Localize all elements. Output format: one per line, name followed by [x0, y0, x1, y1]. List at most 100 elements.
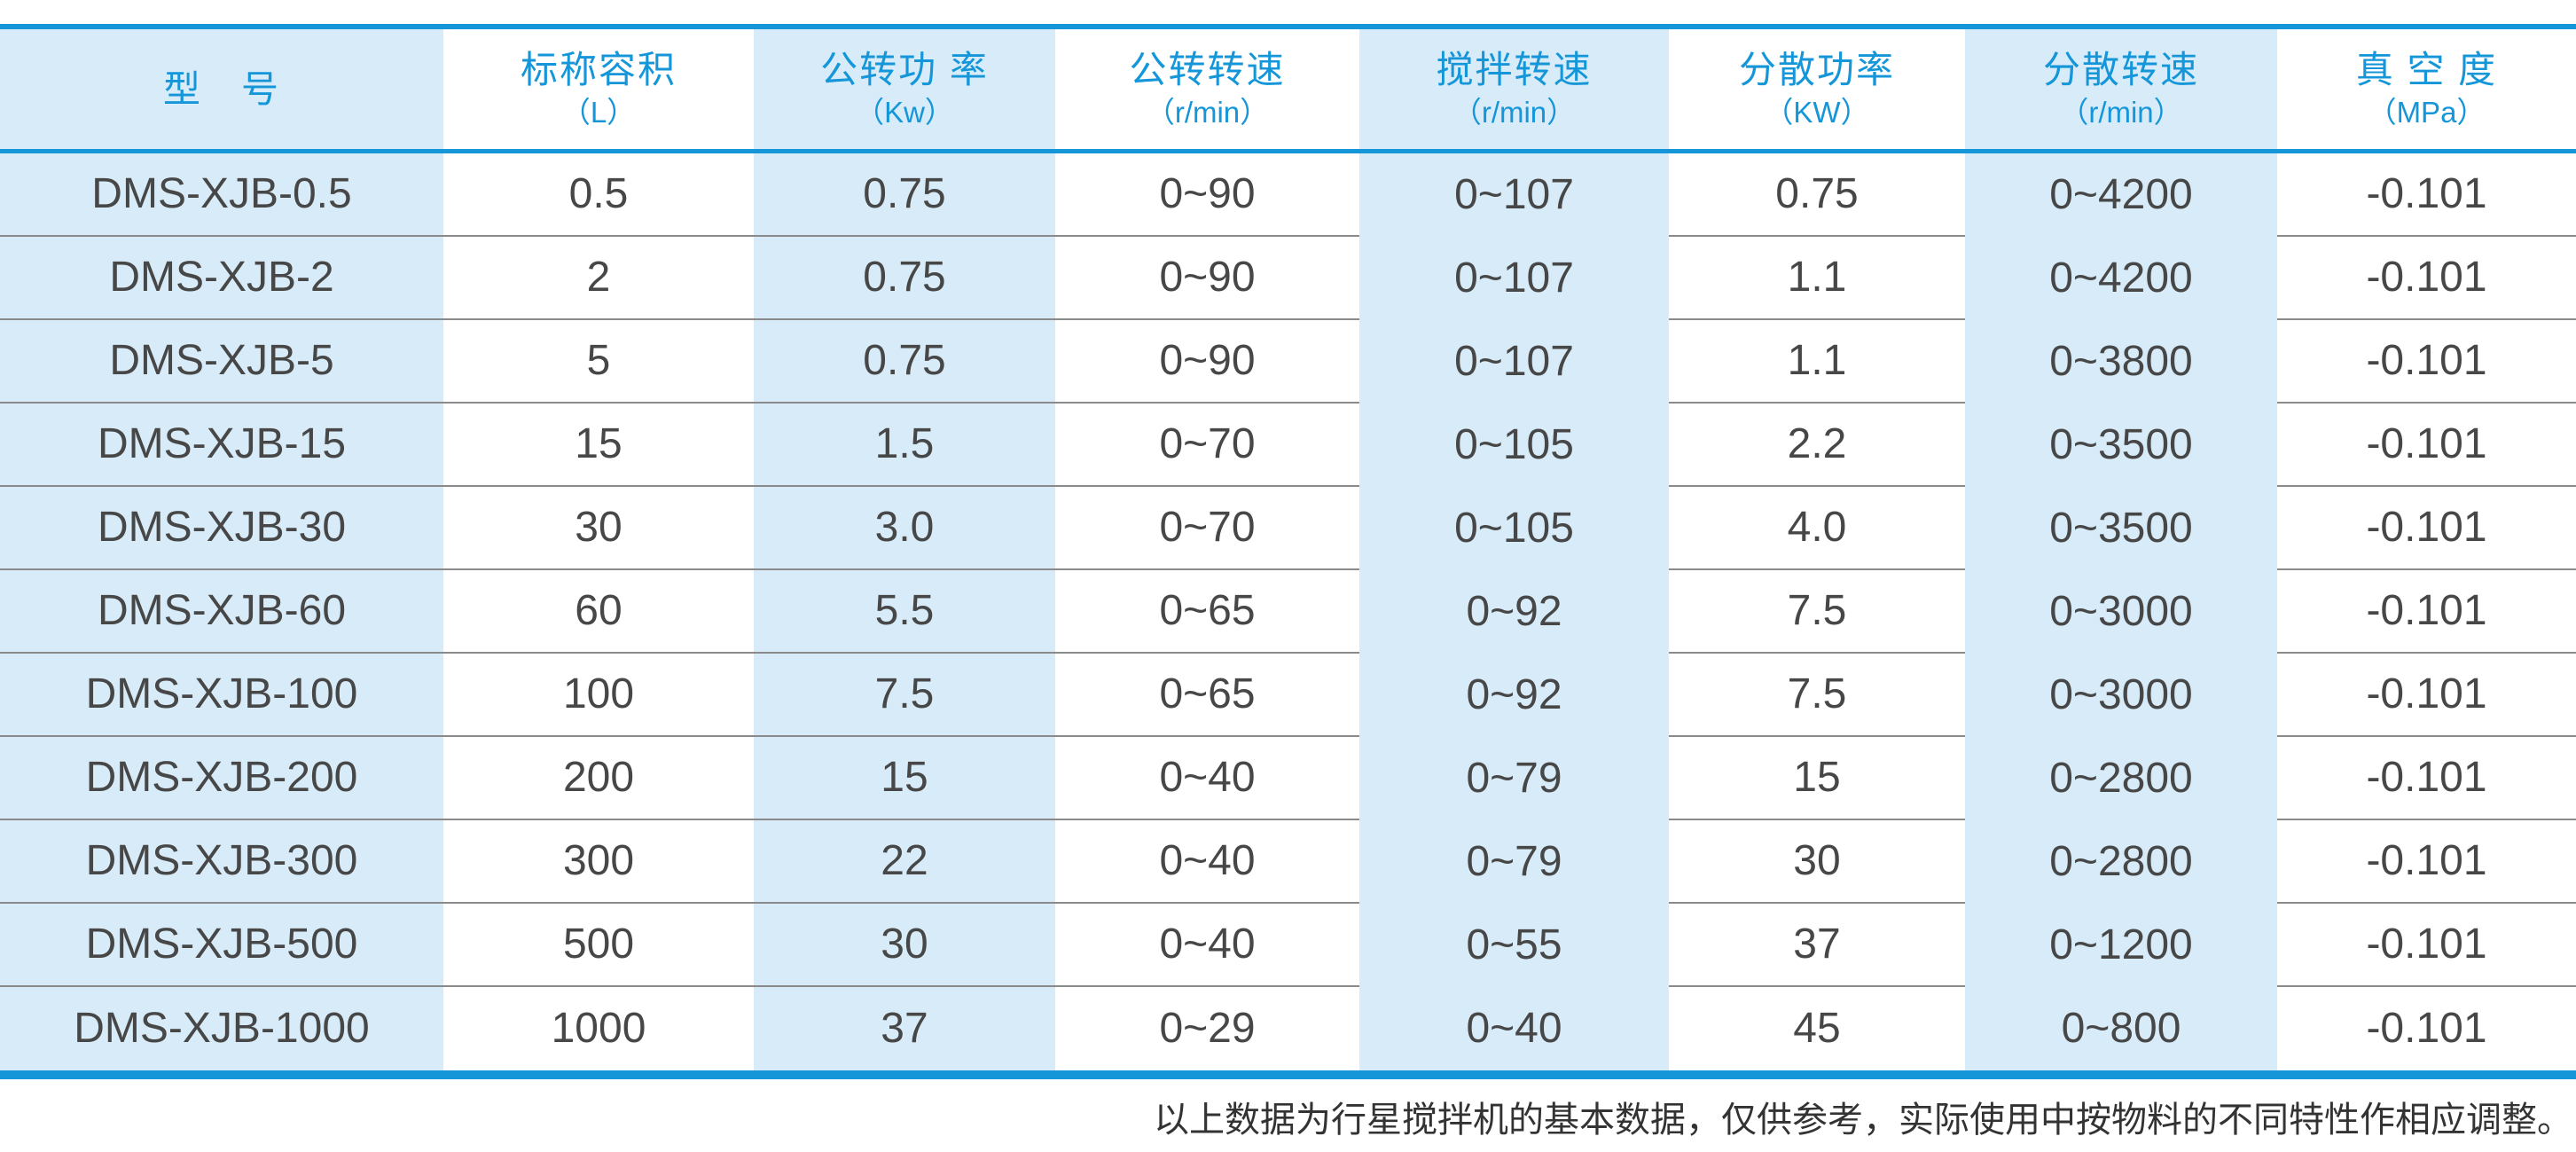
spec-sheet: { "accent_color": "#1496d9", "band_color…: [0, 24, 2576, 1152]
column-unit: （MPa）: [2367, 96, 2486, 129]
table-cell: -0.101: [2277, 404, 2576, 487]
column-header-revolution-speed: 公转转速 （r/min）: [1055, 29, 1359, 149]
table-cell: 0~3800: [1965, 320, 2277, 404]
table-cell: -0.101: [2277, 487, 2576, 570]
table-cell: 0~79: [1359, 737, 1669, 820]
table-cell: 7.5: [1669, 570, 1965, 654]
table-cell: 0~3000: [1965, 654, 2277, 737]
table-cell: DMS-XJB-0.5: [0, 153, 443, 237]
column-unit: （L）: [560, 96, 637, 129]
table-cell: -0.101: [2277, 904, 2576, 987]
table-cell: -0.101: [2277, 654, 2576, 737]
table-cell: 0~40: [1359, 987, 1669, 1070]
table-cell: -0.101: [2277, 737, 2576, 820]
table-cell: 100: [443, 654, 754, 737]
table-cell: DMS-XJB-500: [0, 904, 443, 987]
table-cell: -0.101: [2277, 320, 2576, 404]
table-cell: 7.5: [1669, 654, 1965, 737]
footer-note: 以上数据为行星搅拌机的基本数据，仅供参考，实际使用中按物料的不同特性作相应调整。: [1154, 1100, 2572, 1140]
header-underline: [0, 149, 2576, 153]
table-cell: 2: [443, 237, 754, 320]
table-cell: 3.0: [754, 487, 1055, 570]
table-cell: 4.0: [1669, 487, 1965, 570]
table-cell: -0.101: [2277, 570, 2576, 654]
table-cell: -0.101: [2366, 1005, 2487, 1052]
table-cell: 22: [754, 820, 1055, 904]
table-cell: 37: [1669, 904, 1965, 987]
table-cell: 0.75: [1669, 153, 1965, 237]
table-cell: 0~90: [1055, 237, 1359, 320]
column-title: 公转转速: [1129, 49, 1286, 90]
column-title: 型 号: [162, 67, 280, 110]
column-header-dispersion-speed: 分散转速 （r/min）: [1965, 29, 2277, 149]
table-cell: 200: [443, 737, 754, 820]
table-cell: DMS-XJB-2: [0, 237, 443, 320]
table-cell: -0.101: [2277, 820, 2576, 904]
table-cell: 30: [443, 487, 754, 570]
table-cell: 0~40: [1055, 737, 1359, 820]
column-unit: （Kw）: [855, 96, 954, 129]
table-cell: 0~70: [1055, 487, 1359, 570]
column-unit: （r/min）: [1145, 96, 1270, 129]
table-cell: 0~29: [1159, 1005, 1256, 1052]
table-cell: 0~70: [1055, 404, 1359, 487]
table-cell: 2.2: [1669, 404, 1965, 487]
column-header-capacity: 标称容积 （L）: [443, 29, 754, 149]
table-cell: 0~4200: [1965, 237, 2277, 320]
table-cell: 15: [443, 404, 754, 487]
table-cell: -0.101: [2277, 237, 2576, 320]
column-title: 搅拌转速: [1436, 49, 1593, 90]
table-cell: DMS-XJB-5: [0, 320, 443, 404]
column-header-vacuum: 真 空 度 （MPa）: [2277, 29, 2576, 149]
column-title: 分散转速: [2042, 49, 2199, 90]
table-cell: 1.5: [754, 404, 1055, 487]
table-cell: 0~105: [1359, 404, 1669, 487]
table-cell: 0.75: [754, 153, 1055, 237]
table-cell: 5: [443, 320, 754, 404]
table-cell: 1.1: [1669, 237, 1965, 320]
table-cell: DMS-XJB-1000: [0, 987, 443, 1070]
table-cell: 60: [443, 570, 754, 654]
table-cell: 0~65: [1055, 570, 1359, 654]
table-cell: 0~1200: [1965, 904, 2277, 987]
table-cell: 0~107: [1359, 153, 1669, 237]
table-cell: DMS-XJB-100: [0, 654, 443, 737]
table-cell: 500: [443, 904, 754, 987]
table-cell: DMS-XJB-300: [0, 820, 443, 904]
table-cell: 0~79: [1359, 820, 1669, 904]
column-unit: （KW）: [1764, 96, 1870, 129]
table-cell: 0~90: [1055, 320, 1359, 404]
table-cell: 0~4200: [1965, 153, 2277, 237]
table-cell: DMS-XJB-60: [0, 570, 443, 654]
column-header-dispersion-power: 分散功率 （KW）: [1669, 29, 1965, 149]
table-cell: 0.75: [754, 237, 1055, 320]
column-header-model: 型 号: [0, 29, 443, 149]
table-cell: 0~92: [1359, 654, 1669, 737]
table-cell: 0~40: [1055, 904, 1359, 987]
table-cell: 1.1: [1669, 320, 1965, 404]
column-header-stirring-speed: 搅拌转速 （r/min）: [1359, 29, 1669, 149]
table-cell: 0~3000: [1965, 570, 2277, 654]
column-unit: （r/min）: [1452, 96, 1577, 129]
table-cell: 0~2800: [1965, 820, 2277, 904]
table-cell: 0.5: [443, 153, 754, 237]
column-title: 公转功 率: [820, 49, 989, 90]
table-cell: 0~3500: [1965, 487, 2277, 570]
table-cell: 37: [754, 987, 1055, 1070]
column-unit: （r/min）: [2059, 96, 2183, 129]
table-cell: 0~800: [1965, 987, 2277, 1070]
table-cell: 15: [754, 737, 1055, 820]
table-cell: 300: [443, 820, 754, 904]
table-cell: DMS-XJB-15: [0, 404, 443, 487]
table-cell: 0~55: [1359, 904, 1669, 987]
table-cell: 0~65: [1055, 654, 1359, 737]
column-title: 分散功率: [1738, 49, 1895, 90]
column-title: 标称容积: [520, 49, 677, 90]
table-cell: 45: [1793, 1005, 1841, 1052]
table-cell: 0.75: [754, 320, 1055, 404]
table-cell: 30: [754, 904, 1055, 987]
spec-table: 型 号 标称容积 （L） 公转功 率 （Kw） 公转转速 （r/min） 搅拌转…: [0, 24, 2576, 1079]
table-cell: 0~3500: [1965, 404, 2277, 487]
table-cell: 1000: [551, 1005, 646, 1052]
table-cell: 0~107: [1359, 237, 1669, 320]
